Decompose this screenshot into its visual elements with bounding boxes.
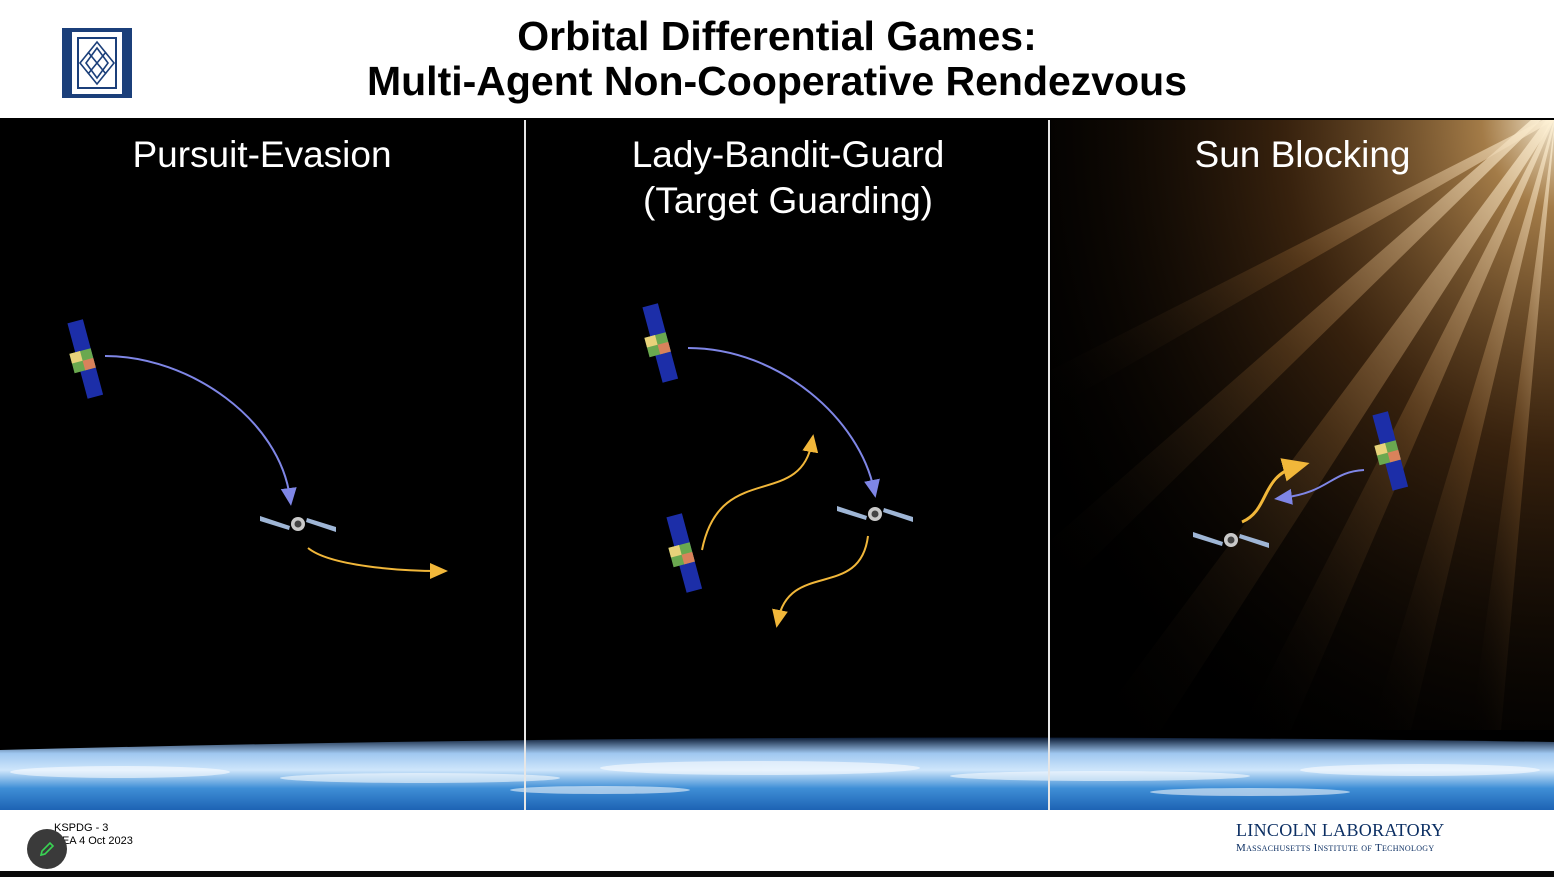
scene-graphics (67, 303, 1409, 628)
panel-title-pursuit-evasion: Pursuit-Evasion (0, 132, 524, 178)
slide-header: Orbital Differential Games: Multi-Agent … (0, 0, 1554, 118)
panel-title-line1: Lady-Bandit-Guard (631, 134, 945, 175)
org-subtitle: Massachusetts Institute of Technology (1236, 842, 1435, 854)
satellite-solar-panel-icon (1372, 411, 1409, 491)
satellite-solar-panel-icon (642, 303, 679, 383)
slide-title-line1: Orbital Differential Games: (517, 13, 1037, 59)
slide-footnote: KSPDG - 3 REA 4 Oct 2023 (54, 822, 133, 848)
slide-title-line2: Multi-Agent Non-Cooperative Rendezvous (366, 58, 1188, 104)
earth-horizon-graphic (0, 737, 1554, 810)
panel-title-line1: Sun Blocking (1194, 134, 1411, 175)
pursuit-arrow (1274, 469, 1365, 505)
satellite-icon (260, 516, 336, 532)
footnote-line1: KSPDG - 3 (54, 822, 109, 834)
guard-arrow (772, 535, 869, 628)
lincoln-lab-logo-icon (62, 28, 132, 98)
panel-title-sun-blocking: Sun Blocking (1051, 132, 1554, 178)
pencil-icon (39, 841, 55, 857)
sun-rays-graphic (1051, 120, 1554, 730)
edit-button[interactable] (27, 829, 67, 869)
panel-divider (1048, 120, 1050, 810)
org-name: LINCOLN LABORATORY (1236, 820, 1445, 840)
satellite-icon (1193, 532, 1269, 548)
evade-arrow (1241, 458, 1310, 524)
window-bottom-edge (0, 871, 1554, 877)
satellite-solar-panel-icon (67, 319, 104, 399)
satellite-solar-panel-icon (666, 513, 703, 593)
panel-divider (524, 120, 526, 810)
satellite-icon (837, 506, 913, 522)
slide-footer (0, 810, 1554, 877)
pursuit-arrow (104, 355, 297, 506)
panel-title-line2: (Target Guarding) (643, 180, 933, 221)
pursuit-arrow (687, 347, 880, 498)
panel-title-lady-bandit-guard: Lady-Bandit-Guard (Target Guarding) (526, 132, 1050, 224)
panel-title-line1: Pursuit-Evasion (132, 134, 392, 175)
slide-title: Orbital Differential Games: Multi-Agent … (0, 14, 1554, 104)
evade-arrow (307, 547, 448, 579)
bandit-arrow (701, 434, 819, 551)
footnote-line2: REA 4 Oct 2023 (54, 835, 133, 847)
